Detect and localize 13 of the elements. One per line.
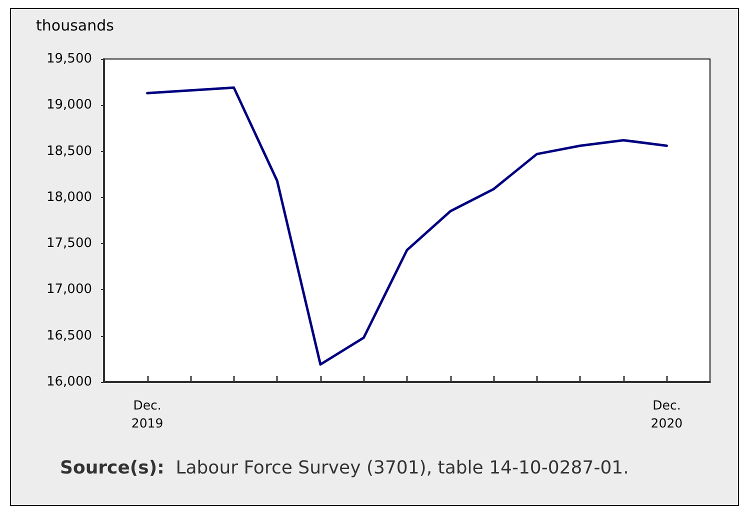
y-tick-label: 16,000: [46, 374, 92, 390]
y-tick-label: 17,000: [46, 282, 92, 298]
y-tick-label: 19,500: [46, 52, 92, 66]
source-note: Source(s): Labour Force Survey (3701), table 14-10-0287-01.: [60, 458, 629, 478]
y-tick-label: 18,000: [46, 190, 92, 205]
x-tick-label: Dec. 2019: [131, 398, 164, 430]
y-axis-title: thousands: [36, 16, 114, 34]
line-series: [146, 86, 668, 366]
y-tick-label: 19,000: [46, 98, 92, 113]
y-tick-label: 17,500: [46, 236, 92, 252]
y-tick-label: 18,500: [46, 144, 92, 159]
y-tick-label: 16,500: [46, 328, 92, 344]
x-tick-label: Dec. 2020: [650, 398, 683, 430]
